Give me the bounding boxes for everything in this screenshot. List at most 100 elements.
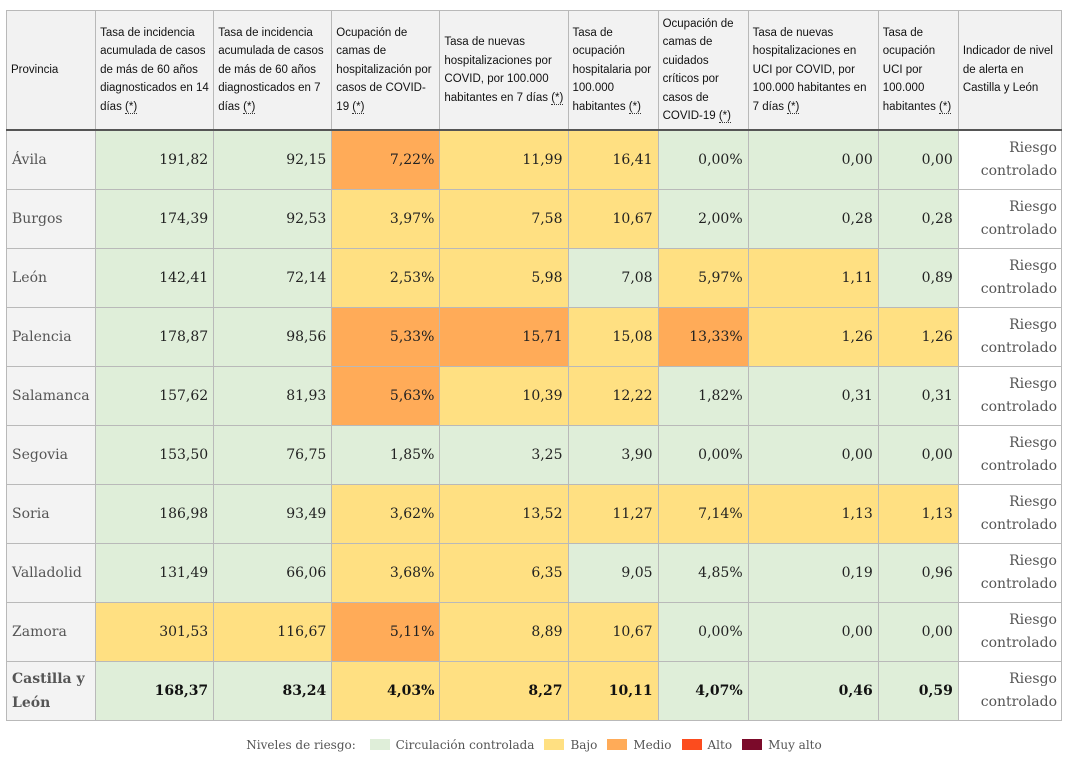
value-cell: 0,31 bbox=[747, 366, 879, 426]
alert-text-line: controlado bbox=[980, 576, 1057, 592]
alert-cell: Riesgo controlado bbox=[957, 248, 1063, 308]
value-cell: 0,59 bbox=[877, 661, 959, 721]
header-row: Provincia Tasa de incidencia acumulada de… bbox=[5, 10, 1063, 131]
table-row: Valladolid 131,49 66,06 3,68% 6,35 9,05 4,85% 0… bbox=[5, 543, 1063, 603]
value-cell: 168,37 bbox=[95, 661, 215, 721]
value-cell: 2,00% bbox=[657, 189, 749, 249]
province-cell: Castilla y León bbox=[5, 661, 97, 721]
value-cell: 66,06 bbox=[213, 543, 333, 603]
footnote-link[interactable]: (*) bbox=[787, 100, 800, 114]
value-cell: 98,56 bbox=[213, 307, 333, 367]
alert-text-line: Riesgo bbox=[1009, 317, 1057, 333]
legend-swatch bbox=[607, 739, 628, 750]
alert-text-line: Riesgo bbox=[1009, 258, 1057, 274]
alert-text-line: controlado bbox=[980, 222, 1057, 238]
alert-text-line: controlado bbox=[980, 163, 1057, 179]
value-cell: 0,46 bbox=[747, 661, 879, 721]
value-cell: 0,00 bbox=[747, 425, 879, 485]
value-cell: 157,62 bbox=[95, 366, 215, 426]
value-cell: 3,90 bbox=[567, 425, 659, 485]
value-cell: 0,00 bbox=[747, 129, 879, 190]
alert-text-line: controlado bbox=[980, 340, 1057, 356]
value-cell: 4,07% bbox=[657, 661, 749, 721]
legend-item: Medio bbox=[607, 738, 672, 752]
footnote-link[interactable]: (*) bbox=[352, 100, 365, 114]
legend-item: Muy alto bbox=[742, 738, 822, 752]
value-cell: 83,24 bbox=[213, 661, 333, 721]
value-cell: 15,08 bbox=[567, 307, 659, 367]
column-header: Tasa de incidencia acumulada de casos de… bbox=[95, 10, 215, 131]
legend-swatch bbox=[742, 739, 763, 750]
alert-text-line: controlado bbox=[980, 458, 1057, 474]
column-header: Tasa de ocupación UCI por 100.000 habita… bbox=[877, 10, 959, 131]
alert-text-line: Riesgo bbox=[1009, 494, 1057, 510]
footnote-link[interactable]: (*) bbox=[718, 110, 731, 123]
value-cell: 6,35 bbox=[439, 543, 569, 603]
alert-text-line: Riesgo bbox=[1009, 612, 1057, 628]
alert-text-line: Riesgo bbox=[1009, 553, 1057, 569]
column-header: Provincia bbox=[5, 10, 97, 131]
value-cell: 4,03% bbox=[331, 661, 441, 721]
footnote-link[interactable]: (*) bbox=[125, 100, 138, 114]
legend-label: Circulación controlada bbox=[395, 738, 535, 752]
value-cell: 2,53% bbox=[331, 248, 441, 308]
value-cell: 3,62% bbox=[331, 484, 441, 544]
table-row: Zamora 301,53 116,67 5,11% 8,89 10,67 0,00% 0,0… bbox=[5, 602, 1063, 662]
alert-text-line: controlado bbox=[980, 694, 1057, 710]
alert-cell: Riesgo controlado bbox=[957, 543, 1063, 603]
value-cell: 3,97% bbox=[331, 189, 441, 249]
value-cell: 92,53 bbox=[213, 189, 333, 249]
alert-text-line: controlado bbox=[980, 399, 1057, 415]
legend-item: Circulación controlada bbox=[369, 738, 535, 752]
value-cell: 81,93 bbox=[213, 366, 333, 426]
value-cell: 93,49 bbox=[213, 484, 333, 544]
value-cell: 0,00 bbox=[877, 425, 959, 485]
value-cell: 0,00% bbox=[657, 129, 749, 190]
value-cell: 9,05 bbox=[567, 543, 659, 603]
legend-item: Bajo bbox=[544, 738, 597, 752]
value-cell: 13,33% bbox=[657, 307, 749, 367]
footnote-link[interactable]: (*) bbox=[628, 100, 641, 114]
legend-label: Medio bbox=[633, 738, 672, 752]
province-cell: Ávila bbox=[5, 129, 97, 190]
value-cell: 12,22 bbox=[567, 366, 659, 426]
table-row: Soria 186,98 93,49 3,62% 13,52 11,27 7,14% 1,13… bbox=[5, 484, 1063, 544]
column-header: Tasa de ocupación hospitalaria por 100.0… bbox=[567, 10, 659, 131]
alert-text-line: controlado bbox=[980, 635, 1057, 651]
alert-cell: Riesgo controlado bbox=[957, 189, 1063, 249]
value-cell: 1,11 bbox=[747, 248, 879, 308]
value-cell: 3,25 bbox=[439, 425, 569, 485]
alert-text-line: Riesgo bbox=[1009, 376, 1057, 392]
value-cell: 0,96 bbox=[877, 543, 959, 603]
value-cell: 1,13 bbox=[747, 484, 879, 544]
table-body: Ávila 191,82 92,15 7,22% 11,99 16,41 0,00% 0,00… bbox=[5, 129, 1063, 721]
value-cell: 7,58 bbox=[439, 189, 569, 249]
legend-label: Alto bbox=[707, 738, 733, 752]
province-name-line: León bbox=[12, 695, 51, 711]
value-cell: 7,22% bbox=[331, 129, 441, 190]
value-cell: 0,19 bbox=[747, 543, 879, 603]
value-cell: 13,52 bbox=[439, 484, 569, 544]
alert-text-line: Riesgo bbox=[1009, 199, 1057, 215]
footnote-link[interactable]: (*) bbox=[243, 100, 256, 114]
footnote-link[interactable]: (*) bbox=[551, 91, 564, 105]
value-cell: 76,75 bbox=[213, 425, 333, 485]
value-cell: 11,99 bbox=[439, 129, 569, 190]
value-cell: 5,98 bbox=[439, 248, 569, 308]
province-cell: Zamora bbox=[5, 602, 97, 662]
value-cell: 142,41 bbox=[95, 248, 215, 308]
footnote-link[interactable]: (*) bbox=[939, 100, 952, 114]
value-cell: 1,26 bbox=[747, 307, 879, 367]
alert-cell: Riesgo controlado bbox=[957, 661, 1063, 721]
value-cell: 191,82 bbox=[95, 129, 215, 190]
alert-cell: Riesgo controlado bbox=[957, 307, 1063, 367]
value-cell: 3,68% bbox=[331, 543, 441, 603]
value-cell: 10,39 bbox=[439, 366, 569, 426]
value-cell: 5,11% bbox=[331, 602, 441, 662]
column-header: Tasa de nuevas hospitalizaciones por COV… bbox=[439, 10, 569, 131]
column-header: Ocupación de camas de cuidados críticos … bbox=[657, 10, 749, 131]
value-cell: 15,71 bbox=[439, 307, 569, 367]
province-cell: Salamanca bbox=[5, 366, 97, 426]
value-cell: 16,41 bbox=[567, 129, 659, 190]
value-cell: 0,00 bbox=[747, 602, 879, 662]
